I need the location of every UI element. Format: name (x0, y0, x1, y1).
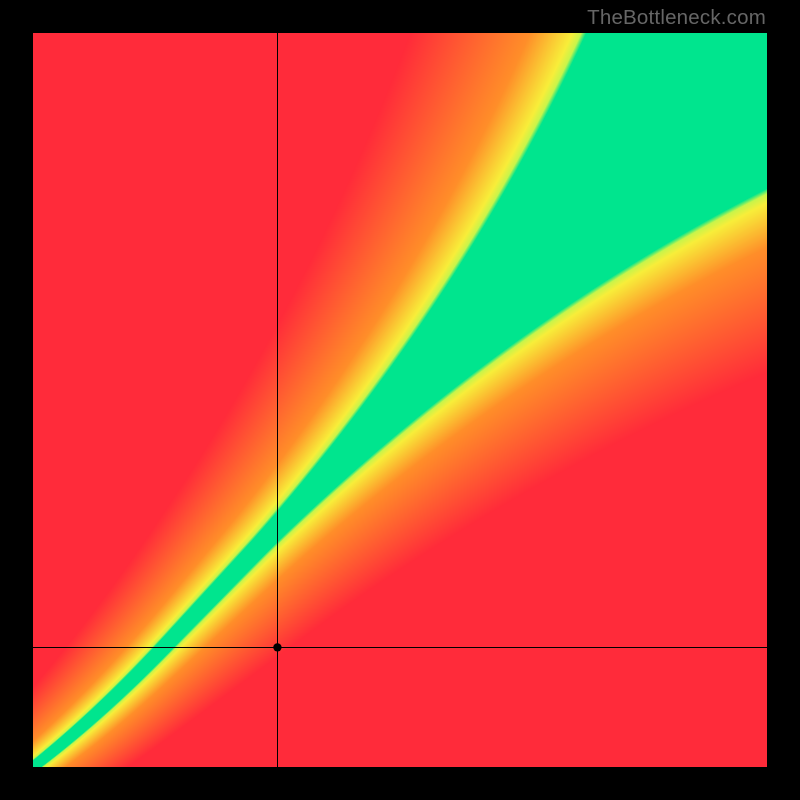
watermark-text: TheBottleneck.com (587, 6, 766, 30)
bottleneck-heatmap (33, 33, 767, 767)
heatmap-canvas (33, 33, 767, 767)
